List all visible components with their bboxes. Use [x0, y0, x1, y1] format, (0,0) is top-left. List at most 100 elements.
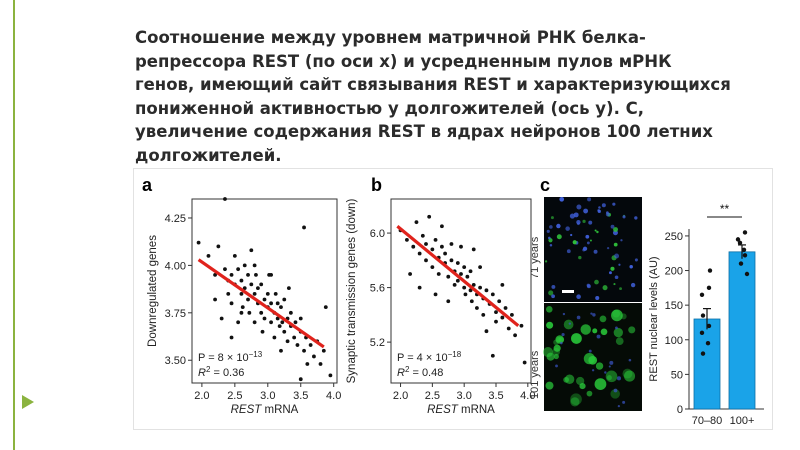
- cell-nucleus: [548, 236, 551, 240]
- cell-nucleus: [576, 294, 581, 300]
- panel-label-b: b: [371, 175, 382, 195]
- chart-a-data-point: [239, 291, 244, 296]
- chart-b-data-point: [497, 299, 502, 304]
- chart-a-x-axis-label: REST mRNA: [231, 404, 299, 416]
- chart-b-data-point: [440, 224, 444, 229]
- chart-b-data-point: [463, 292, 468, 297]
- chart-a-data-point: [273, 291, 278, 296]
- chart-b-data-point: [405, 237, 409, 242]
- chart-a-y-tick-label: 3.75: [165, 308, 186, 320]
- chart-a-data-point: [223, 267, 227, 272]
- cell-neuron: [610, 389, 620, 399]
- cell-neuron: [546, 352, 555, 361]
- cell-neuron: [622, 368, 633, 379]
- cell-nucleus: [582, 248, 586, 252]
- chart-a-x-tick-label: 3.0: [260, 390, 275, 402]
- cell-nucleus: [613, 388, 618, 393]
- chart-a-data-point: [232, 254, 237, 258]
- chart-a-data-point: [252, 320, 257, 325]
- chart-b-y-tick-label: 6.0: [370, 228, 385, 240]
- chart-c-data-point: [741, 247, 747, 252]
- chart-b-data-point: [500, 282, 505, 287]
- chart-a-data-point: [226, 291, 231, 296]
- cell-neuron: [555, 335, 564, 344]
- chart-a-data-point: [229, 335, 234, 340]
- chart-a-data-point: [308, 343, 313, 347]
- chart-b-data-point: [471, 282, 476, 287]
- cell-neuron: [553, 353, 559, 360]
- cell-neuron: [570, 397, 580, 407]
- chart-b-data-point: [513, 333, 517, 338]
- chart-a-data-point: [323, 305, 328, 310]
- chart-a-data-point: [236, 320, 241, 325]
- cell-nucleus: [576, 315, 581, 320]
- chart-a-data-point: [256, 286, 260, 291]
- chart-b-data-point: [455, 261, 460, 265]
- chart-c-data-point: [735, 237, 741, 242]
- cell-nucleus: [561, 332, 565, 337]
- cell-nucleus: [572, 240, 577, 245]
- chart-b-x-tick-label: 3.0: [457, 390, 472, 402]
- cell-nucleus: [610, 266, 615, 271]
- cell-nucleus: [555, 364, 558, 368]
- chart-b-data-point: [506, 326, 511, 331]
- cell-neuron: [546, 321, 554, 329]
- chart-a-y-tick-label: 3.50: [165, 355, 186, 367]
- chart-a-data-point: [275, 316, 280, 321]
- decorative-arrow-icon: [22, 395, 34, 409]
- cell-nucleus: [562, 312, 566, 316]
- cell-nucleus: [586, 241, 590, 245]
- chart-a-data-point: [246, 297, 250, 302]
- chart-a-data-point: [229, 272, 234, 277]
- cell-nucleus: [616, 376, 622, 381]
- chart-b-data-point: [510, 312, 514, 317]
- chart-b-data-point: [484, 329, 489, 334]
- chart-c-category-label: 100+: [730, 415, 755, 427]
- chart-b-data-point: [420, 233, 425, 238]
- chart-b-stat-r2-sup: 2: [405, 365, 410, 374]
- cell-nucleus: [614, 275, 619, 280]
- cell-neuron: [594, 378, 607, 390]
- chart-b-data-point: [446, 274, 451, 279]
- cell-neuron: [628, 326, 636, 334]
- chart-a-stat-p-exp: −13: [249, 350, 263, 359]
- chart-a-data-point: [312, 354, 316, 359]
- chart-b-y-tick-label: 5.6: [370, 283, 385, 295]
- chart-b-stat-p: P = 4 × 10−18: [397, 350, 462, 364]
- chart-a-stat-r2: R2 = 0.36: [198, 365, 244, 379]
- micrograph-top-cells: [544, 196, 638, 301]
- cell-neuron: [570, 393, 582, 406]
- accent-bar: [0, 0, 15, 450]
- chart-a-data-point: [285, 339, 290, 344]
- chart-a-data-point: [259, 310, 264, 315]
- chart-b-data-point: [424, 242, 428, 246]
- cell-neuron: [620, 313, 627, 320]
- chart-c-data-point: [707, 268, 713, 273]
- cell-neuron: [624, 370, 636, 382]
- cell-neuron: [545, 381, 554, 390]
- chart-a-plot-frame: [191, 198, 338, 384]
- chart-a-data-point: [269, 272, 273, 277]
- cell-nucleus: [587, 197, 592, 202]
- accent-line: [13, 0, 15, 450]
- chart-c-data-point: [742, 230, 748, 235]
- cell-nucleus: [615, 326, 618, 330]
- cell-neuron: [563, 319, 574, 330]
- cell-nucleus: [617, 404, 621, 408]
- chart-a-data-point: [247, 310, 252, 315]
- cell-nucleus: [594, 279, 599, 285]
- chart-a-data-point: [229, 301, 234, 306]
- chart-b-y-tick-label: 5.2: [370, 337, 385, 349]
- chart-a-data-point: [318, 362, 323, 366]
- chart-b-data-point: [459, 244, 463, 249]
- cell-nucleus: [551, 284, 556, 289]
- chart-c-bar: [693, 318, 721, 410]
- chart-a-data-point: [262, 316, 267, 321]
- cell-nucleus: [596, 334, 601, 339]
- chart-a-y-tick-label: 4.25: [165, 213, 186, 225]
- micrograph-bottom-cells: [542, 306, 636, 408]
- cell-nucleus: [601, 203, 606, 208]
- chart-a-x-tick-label: 3.5: [293, 390, 308, 402]
- cell-nucleus: [588, 349, 592, 353]
- cell-nucleus: [593, 249, 598, 254]
